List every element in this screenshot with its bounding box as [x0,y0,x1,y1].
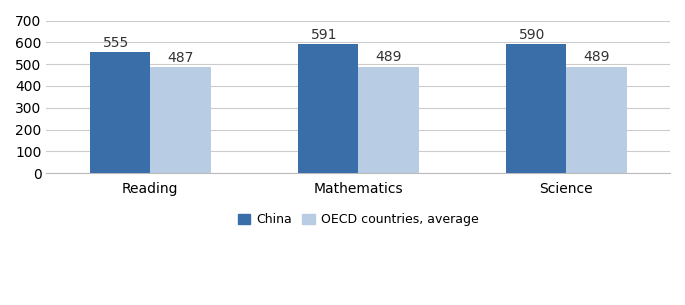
Text: 555: 555 [103,36,129,50]
Bar [566,66,627,173]
Text: 487: 487 [167,51,194,65]
Text: 489: 489 [583,50,610,64]
Bar [297,44,358,173]
Text: 489: 489 [375,50,401,64]
Legend: China, OECD countries, average: China, OECD countries, average [233,208,484,231]
Text: 591: 591 [311,28,337,42]
Bar [150,67,211,173]
Bar [358,66,419,173]
Text: 590: 590 [519,28,545,42]
Bar [506,45,566,173]
Bar [90,52,150,173]
